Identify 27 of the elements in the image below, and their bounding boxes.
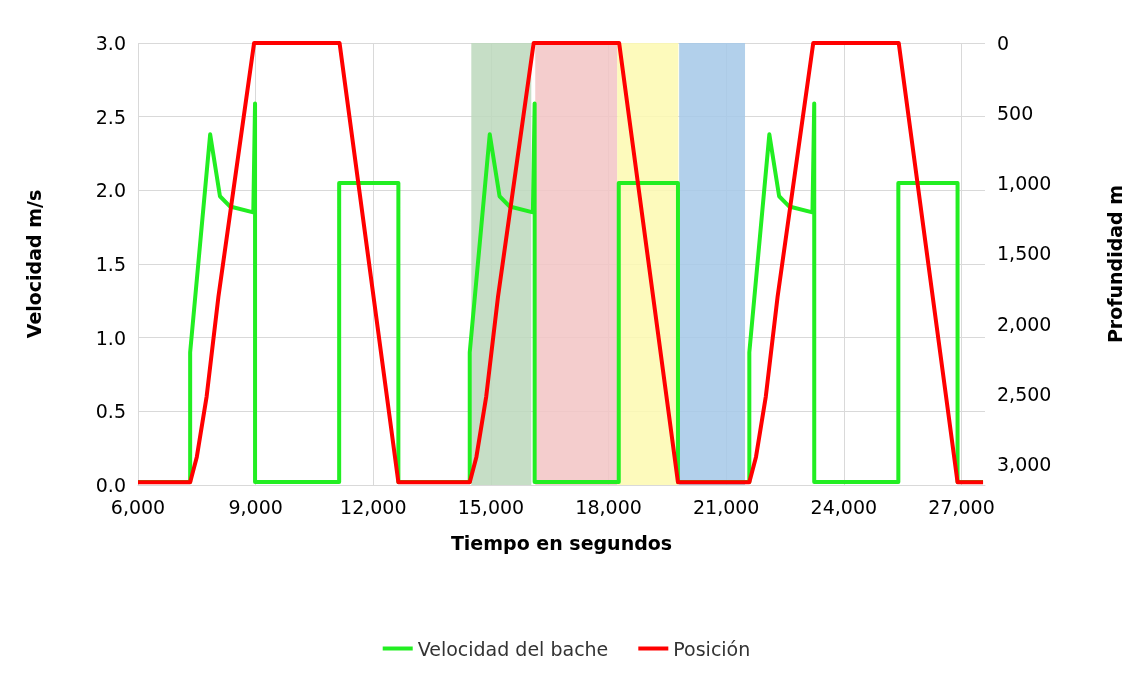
y2-tick-label: 3,000 [997,452,1052,475]
y2-tick-label: 0 [997,32,1010,54]
x-tick-label: 6,000 [110,495,166,518]
x-tick-label: 24,000 [810,495,878,518]
legend-label: Velocidad del bache [417,637,609,660]
y-tick-label: 2.0 [95,179,126,202]
y2-tick-label: 1,000 [997,172,1052,195]
x-tick-label: 18,000 [575,495,642,518]
y-axis-title: Velocidad m/s [22,189,45,339]
y2-tick-label: 1,500 [997,242,1052,265]
y2-tick-label: 2,000 [997,312,1052,335]
y-tick-label: 1.5 [95,253,126,275]
y-tick-label: 2.5 [95,105,126,128]
y2-tick-label: 500 [997,102,1034,125]
y2-tick-label: 2,500 [997,382,1052,405]
x-tick-label: 27,000 [928,495,995,518]
x-axis-title: Tiempo en segundos [450,531,673,554]
x-tick-label: 15,000 [457,495,525,518]
x-tick-label: 12,000 [340,495,407,518]
y-tick-label: 0.5 [95,400,126,423]
y-tick-label: 0.0 [95,474,126,496]
y-tick-label: 1.0 [95,326,126,349]
x-tick-label: 9,000 [228,495,283,518]
y2-axis-title: Profundidad m [1103,184,1126,344]
x-tick-label: 21,000 [692,495,760,518]
y-tick-label: 3.0 [95,32,126,54]
legend-label: Posición [673,637,751,660]
